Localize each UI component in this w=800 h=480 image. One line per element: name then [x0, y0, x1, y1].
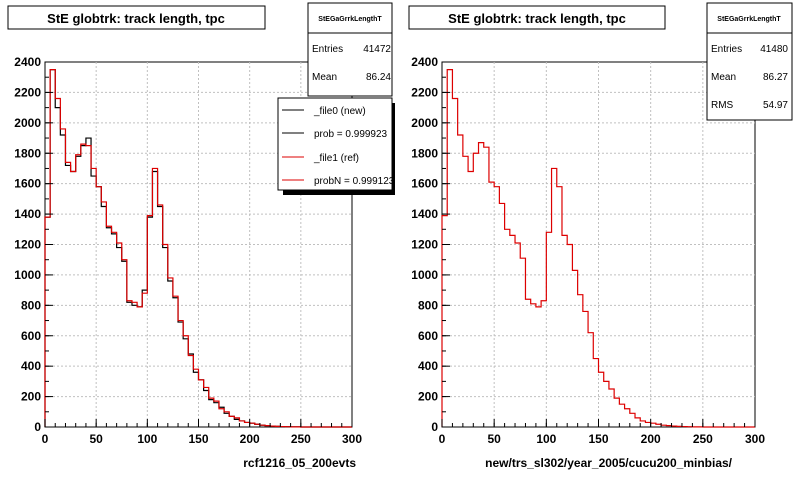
- right-stats-entries-value: 41480: [760, 44, 788, 55]
- right-x-axis-label: new/trs_sl302/year_2005/cucu200_minbias/: [485, 456, 732, 470]
- histogram-series-0: [441, 69, 755, 428]
- y-tick-label: 800: [21, 298, 41, 312]
- y-tick-label: 0: [34, 420, 41, 434]
- y-tick-label: 2400: [14, 55, 41, 69]
- x-tick-label: 150: [588, 432, 608, 446]
- x-tick-label: 50: [89, 432, 103, 446]
- legend-entry-file1: _file1 (ref): [282, 153, 359, 164]
- y-tick-label: 1000: [14, 268, 41, 282]
- legend-label-file0: _file0 (new): [313, 106, 366, 117]
- left-histogram-panel: 0 50 100 150 200 250 300 0 200 400 600 800 1000 1200…: [7, 2, 395, 470]
- right-histogram-lines: [441, 69, 755, 428]
- right-title-box: [408, 5, 666, 30]
- x-tick-label: 100: [137, 432, 157, 446]
- histogram-series-1: [44, 69, 352, 428]
- legend-entry-prob: prob = 0.999923: [282, 129, 388, 140]
- right-stats-mean-value: 86.27: [763, 72, 788, 83]
- right-x-ticks: 0 50 100 150 200 250 300: [439, 419, 765, 446]
- y-tick-label: 2400: [411, 55, 438, 69]
- y-tick-label: 600: [21, 329, 41, 343]
- y-tick-label: 2000: [14, 116, 41, 130]
- x-tick-label: 0: [42, 432, 49, 446]
- right-stats-mean-label: Mean: [711, 72, 736, 83]
- y-tick-label: 200: [418, 390, 438, 404]
- x-tick-label: 150: [188, 432, 208, 446]
- left-histogram-lines: [44, 69, 352, 428]
- x-tick-label: 250: [693, 432, 713, 446]
- right-stats-name: StEGaGrrkLengthT: [717, 16, 781, 23]
- y-tick-label: 1200: [14, 238, 41, 252]
- y-tick-label: 2000: [411, 116, 438, 130]
- left-grid: [45, 62, 352, 427]
- y-tick-label: 200: [21, 390, 41, 404]
- left-title-box: [7, 5, 266, 30]
- y-tick-label: 400: [418, 359, 438, 373]
- y-tick-label: 2200: [411, 85, 438, 99]
- y-tick-label: 2200: [14, 85, 41, 99]
- x-tick-label: 0: [439, 432, 446, 446]
- right-stats-entries-label: Entries: [711, 44, 742, 55]
- legend-entry-probn: probN = 0.999123: [282, 176, 395, 187]
- left-y-ticks: 0 200 400 600 800 1000 1200 1400 1600 1800 2000 220…: [14, 55, 53, 434]
- y-tick-label: 1600: [14, 177, 41, 191]
- x-tick-label: 200: [240, 432, 260, 446]
- y-tick-label: 1800: [411, 146, 438, 160]
- left-stats-entries-label: Entries: [312, 44, 343, 55]
- left-stats-name: StEGaGrrkLengthT: [318, 16, 382, 23]
- y-tick-label: 1000: [411, 268, 438, 282]
- y-tick-label: 1600: [411, 177, 438, 191]
- y-tick-label: 1200: [411, 238, 438, 252]
- x-tick-label: 300: [342, 432, 362, 446]
- right-stats-rms-value: 54.97: [763, 100, 788, 111]
- legend-box: [277, 97, 393, 191]
- left-stats-mean-label: Mean: [312, 72, 337, 83]
- y-tick-label: 600: [418, 329, 438, 343]
- left-stats-box: [307, 2, 393, 97]
- left-stats-mean-value: 86.24: [366, 72, 391, 83]
- left-x-axis-label: rcf1216_05_200evts: [243, 456, 356, 470]
- y-tick-label: 1400: [411, 207, 438, 221]
- y-tick-label: 0: [431, 420, 438, 434]
- legend-label-prob: prob = 0.999923: [314, 129, 388, 140]
- x-tick-label: 50: [487, 432, 501, 446]
- y-tick-label: 400: [21, 359, 41, 373]
- left-chart-title: StE globtrk: track length, tpc: [47, 11, 225, 26]
- left-stats-entries-value: 41472: [363, 44, 391, 55]
- y-tick-label: 800: [418, 298, 438, 312]
- right-y-ticks: 0 200 400 600 800 1000 1200 1400 1600 1800 2000 220…: [411, 55, 450, 434]
- right-histogram-panel: 0 50 100 150 200 250 300 0 200 400 600 800 1000 1200…: [408, 2, 793, 470]
- x-tick-label: 200: [641, 432, 661, 446]
- left-x-ticks: 0 50 100 150 200 250 300: [42, 419, 362, 446]
- x-tick-label: 250: [291, 432, 311, 446]
- x-tick-label: 100: [536, 432, 556, 446]
- right-chart-title: StE globtrk: track length, tpc: [448, 11, 626, 26]
- right-stats-box: [706, 2, 793, 121]
- right-stats-rms-label: RMS: [711, 100, 734, 111]
- legend-label-probn: probN = 0.999123: [314, 176, 395, 187]
- legend-label-file1: _file1 (ref): [313, 153, 359, 164]
- y-tick-label: 1400: [14, 207, 41, 221]
- legend-entry-file0: _file0 (new): [282, 106, 366, 117]
- x-tick-label: 300: [745, 432, 765, 446]
- y-tick-label: 1800: [14, 146, 41, 160]
